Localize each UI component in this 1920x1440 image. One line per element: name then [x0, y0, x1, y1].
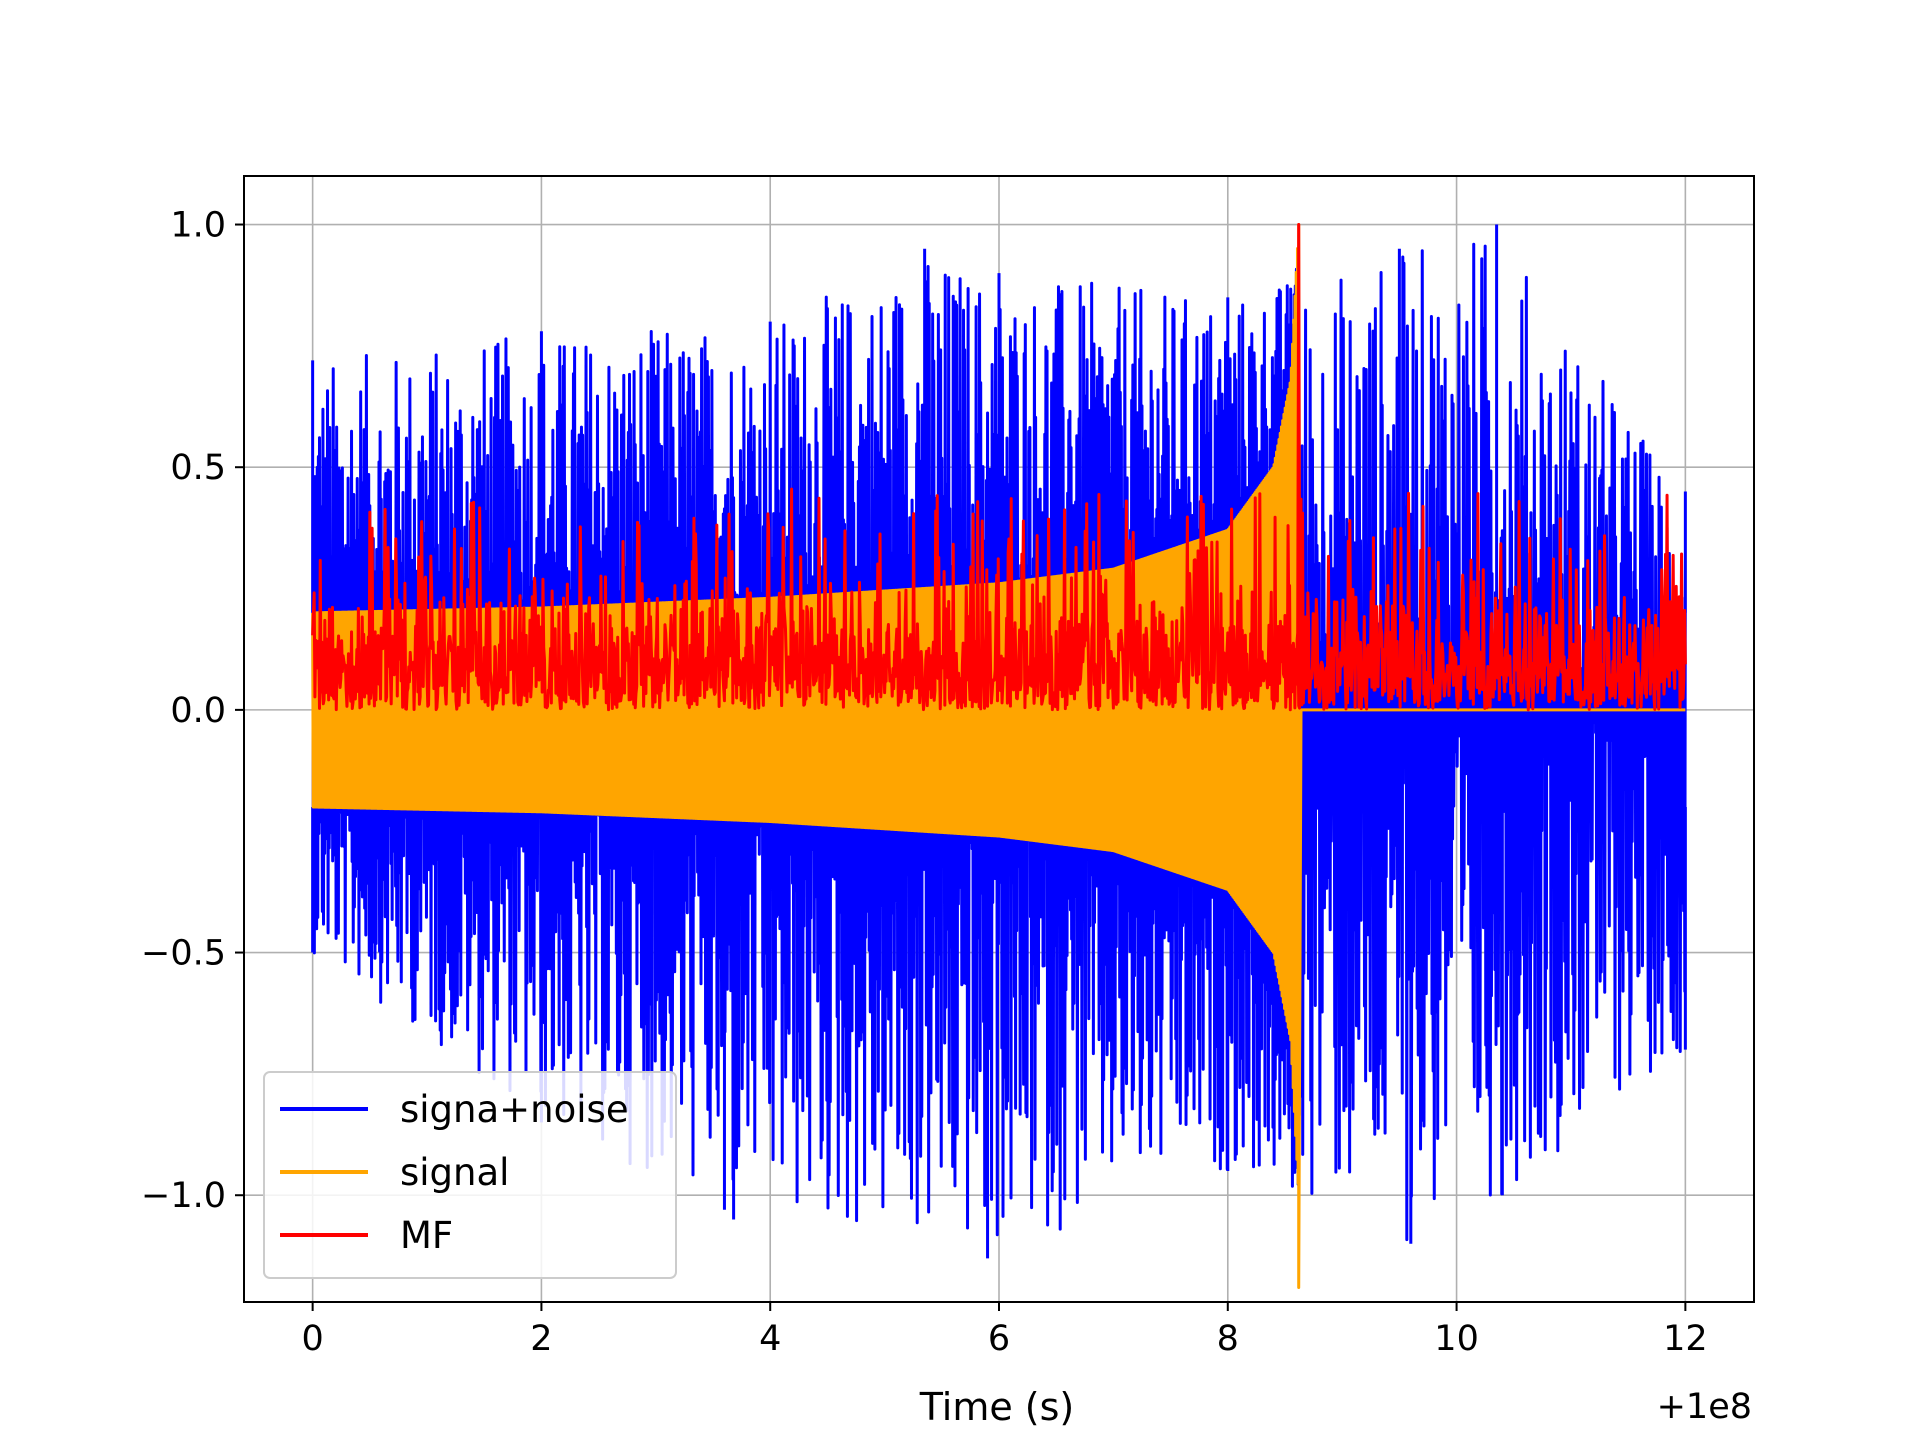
legend-label: signal: [400, 1151, 509, 1194]
x-axis-offset-label: +1e8: [1657, 1387, 1752, 1427]
y-tick-label: −1.0: [141, 1176, 226, 1216]
series-mf-line: [311, 223, 1687, 712]
legend: signa+noise signal MF: [263, 1071, 677, 1279]
y-tick-label: 0.5: [170, 448, 226, 488]
legend-label: MF: [400, 1214, 453, 1257]
x-tick-label: 2: [530, 1319, 552, 1359]
series-signal-line: [311, 223, 1686, 1289]
legend-label: signa+noise: [400, 1088, 629, 1131]
x-tick-label: 12: [1663, 1319, 1708, 1359]
x-tick-label: 6: [988, 1319, 1010, 1359]
series-signa-noise-line: [311, 224, 1687, 1259]
series-group: [311, 223, 1687, 1289]
x-tick-label: 10: [1434, 1319, 1479, 1359]
x-axis-label: Time (s): [919, 1385, 1075, 1429]
y-tick-label: 1.0: [170, 206, 226, 246]
y-tick-label: −0.5: [141, 934, 226, 974]
x-tick-label: 8: [1217, 1319, 1239, 1359]
x-tick-label: 4: [759, 1319, 781, 1359]
plot-area: 0 2 4 6 8 10 121.00.50.0−0.5−1.0signa+noisesig…: [141, 175, 1755, 1359]
legend-box: [263, 1071, 677, 1279]
y-tick-label: 0.0: [170, 691, 226, 731]
x-tick-label: 0: [301, 1319, 323, 1359]
